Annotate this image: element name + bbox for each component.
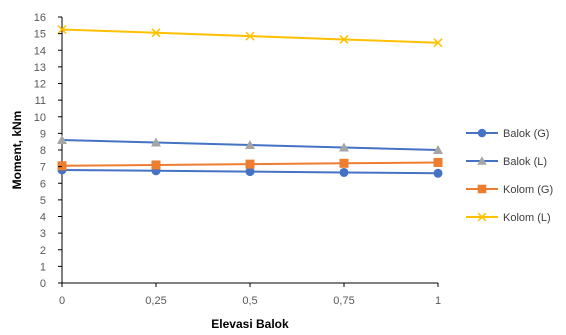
data-point (57, 24, 67, 34)
data-point (57, 161, 67, 171)
data-point (339, 158, 349, 168)
x-axis-title: Elevasi Balok (211, 317, 289, 331)
legend-marker-stroke (477, 212, 487, 222)
y-tick-label: 11 (35, 95, 46, 107)
legend-item: Balok (G) (466, 128, 549, 140)
legend-item: Kolom (G) (466, 184, 553, 196)
data-point-stroke (57, 24, 67, 34)
legend-item: Balok (L) (466, 156, 547, 168)
data-point (339, 34, 349, 44)
legend-label: Kolom (G) (503, 184, 553, 196)
legend-item: Kolom (L) (466, 212, 551, 224)
y-tick-label: 1 (40, 261, 46, 273)
legend-marker (477, 184, 487, 194)
data-point (151, 160, 161, 170)
legend-label: Balok (G) (503, 128, 549, 140)
y-tick-label: 3 (40, 228, 46, 240)
y-tick-label: 2 (40, 245, 46, 257)
data-point (433, 38, 443, 48)
data-point (245, 167, 255, 177)
data-point (433, 168, 443, 178)
y-tick-label: 13 (34, 62, 46, 74)
data-point (433, 145, 443, 154)
plot-area (57, 17, 443, 284)
data-point-stroke (151, 28, 161, 38)
data-point-stroke (433, 38, 443, 48)
legend-label: Balok (L) (503, 156, 547, 168)
y-tick-label: 12 (34, 79, 46, 91)
legend-marker (477, 128, 487, 138)
series-3 (57, 24, 443, 48)
legend: Balok (G) Balok (L) Kolom (G) Kolom (L) (466, 128, 553, 224)
y-tick-label: 4 (40, 212, 46, 224)
y-tick-label: 8 (40, 145, 46, 157)
series-2 (57, 157, 443, 171)
y-tick-label: 5 (40, 195, 46, 207)
x-axis-ticks: 0 0,25 0,5 0,75 1 (59, 283, 441, 307)
x-tick-label: 1 (435, 295, 441, 307)
y-axis-title: Moment, kNm (10, 111, 24, 190)
data-point (245, 159, 255, 169)
y-tick-label: 14 (34, 45, 46, 57)
data-point-stroke (339, 34, 349, 44)
y-tick-label: 9 (40, 128, 46, 140)
series-1 (57, 135, 443, 154)
y-tick-label: 6 (40, 178, 46, 190)
data-point (57, 135, 67, 145)
data-point (339, 142, 349, 152)
data-point (151, 137, 161, 147)
y-tick-label: 7 (40, 162, 46, 174)
data-point (151, 28, 161, 38)
x-tick-label: 0,75 (333, 295, 354, 307)
data-point (245, 31, 255, 41)
data-point (339, 167, 349, 177)
legend-marker (477, 156, 487, 165)
y-tick-label: 0 (40, 278, 46, 290)
x-tick-label: 0,5 (242, 295, 257, 307)
x-tick-label: 0 (59, 295, 65, 307)
y-tick-label: 10 (34, 112, 46, 124)
legend-marker (477, 212, 487, 222)
y-tick-label: 15 (34, 29, 46, 41)
data-point (245, 140, 255, 150)
data-point (433, 157, 443, 167)
data-point-stroke (245, 31, 255, 41)
y-tick-label: 16 (34, 12, 46, 24)
legend-label: Kolom (L) (503, 212, 551, 224)
x-tick-label: 0,25 (145, 295, 166, 307)
